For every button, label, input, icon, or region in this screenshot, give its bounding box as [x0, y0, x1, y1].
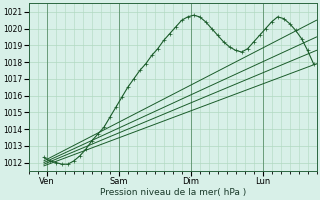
X-axis label: Pression niveau de la mer( hPa ): Pression niveau de la mer( hPa ): [100, 188, 246, 197]
